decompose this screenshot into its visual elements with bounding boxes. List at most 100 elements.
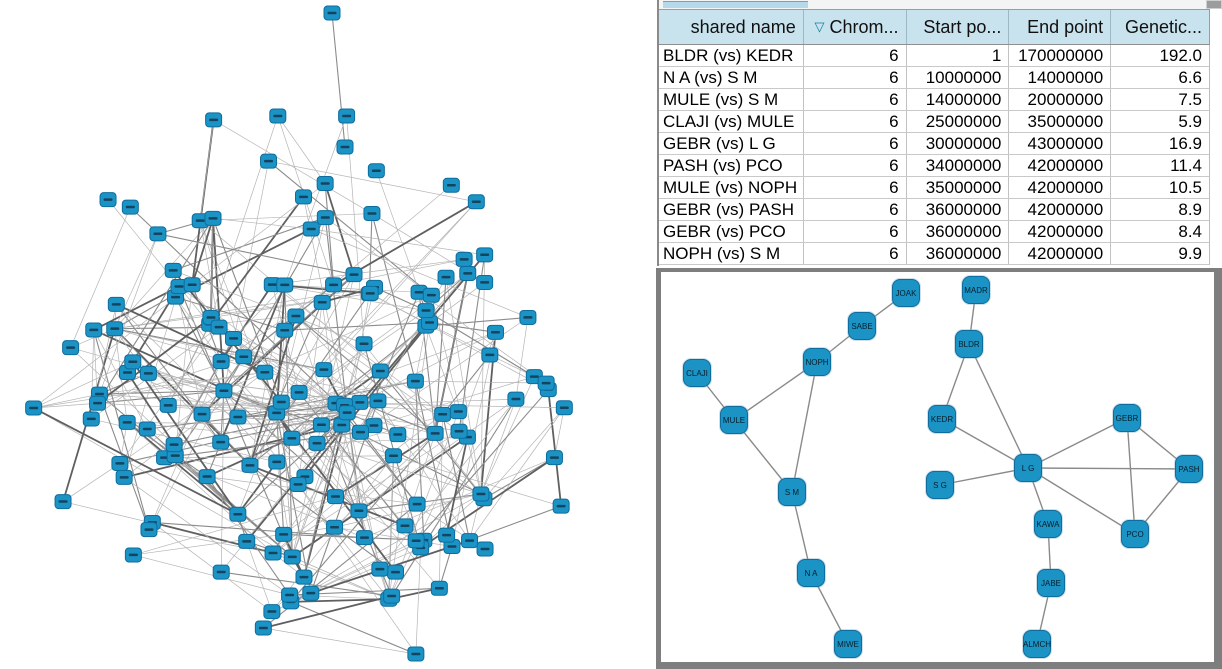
network-node[interactable]	[225, 330, 243, 346]
network-node-gebr[interactable]: GEBR	[1113, 404, 1141, 432]
network-node[interactable]	[406, 373, 424, 389]
network-node[interactable]	[302, 221, 320, 237]
horizontal-scrollbar-thumb[interactable]	[663, 1, 808, 8]
network-node-almch[interactable]: ALMCH	[1023, 630, 1051, 658]
large-network-canvas[interactable]	[0, 0, 655, 669]
network-node[interactable]	[371, 363, 389, 379]
network-node[interactable]	[352, 424, 370, 440]
table-cell[interactable]: N A (vs) S M	[659, 67, 804, 88]
table-cell[interactable]: 42000000	[1009, 155, 1112, 176]
network-node-kawa[interactable]: KAWA	[1034, 510, 1062, 538]
network-node[interactable]	[555, 400, 573, 416]
scrollbar-corner[interactable]	[1206, 0, 1222, 9]
network-node[interactable]	[165, 437, 183, 453]
table-cell[interactable]: 16.9	[1168, 134, 1202, 153]
table-cell[interactable]: 6	[804, 221, 907, 242]
network-edge-bldr-l-g[interactable]	[968, 343, 1029, 469]
table-cell[interactable]: 6	[804, 243, 907, 264]
network-node[interactable]	[552, 498, 570, 514]
network-node[interactable]	[323, 5, 341, 21]
network-node[interactable]	[519, 309, 537, 325]
network-node[interactable]	[325, 277, 343, 293]
table-cell[interactable]: 30000000	[907, 133, 1010, 154]
table-row[interactable]: GEBR (vs) L G 6 30000000 43000000 16.9	[659, 133, 1210, 155]
table-cell[interactable]: 42000000	[1009, 221, 1112, 242]
table-cell[interactable]: CLAJI (vs) MULE	[659, 111, 804, 132]
network-node[interactable]	[139, 365, 157, 381]
network-node[interactable]	[459, 265, 477, 281]
network-node[interactable]	[438, 527, 456, 543]
table-cell[interactable]: 42000000	[1009, 243, 1112, 264]
network-node-bldr[interactable]: BLDR	[955, 330, 983, 358]
table-cell[interactable]: 43000000	[1009, 133, 1112, 154]
network-node[interactable]	[198, 469, 216, 485]
table-cell[interactable]: 5.9	[1178, 112, 1202, 131]
network-node[interactable]	[408, 496, 426, 512]
network-node[interactable]	[369, 393, 387, 409]
network-node[interactable]	[269, 108, 287, 124]
network-node[interactable]	[215, 383, 233, 399]
network-edge-l-g-pash[interactable]	[1027, 467, 1190, 470]
network-node[interactable]	[383, 588, 401, 604]
network-node[interactable]	[312, 417, 330, 433]
table-cell[interactable]: MULE (vs) NOPH	[659, 177, 804, 198]
table-cell[interactable]: 170000000	[1009, 45, 1112, 66]
network-node[interactable]	[442, 177, 460, 193]
table-cell[interactable]: 6	[804, 111, 907, 132]
network-node[interactable]	[507, 391, 525, 407]
network-node[interactable]	[361, 285, 379, 301]
network-node-claji[interactable]: CLAJI	[683, 359, 711, 387]
network-node[interactable]	[212, 434, 230, 450]
network-node[interactable]	[263, 604, 281, 620]
table-cell[interactable]: GEBR (vs) L G	[659, 133, 804, 154]
table-cell[interactable]: 10000000	[907, 67, 1010, 88]
table-cell[interactable]: GEBR (vs) PASH	[659, 199, 804, 220]
network-node[interactable]	[455, 251, 473, 267]
network-node[interactable]	[476, 274, 494, 290]
network-node[interactable]	[82, 411, 100, 427]
network-node[interactable]	[537, 375, 555, 391]
table-cell[interactable]: 6	[804, 45, 907, 66]
table-row[interactable]: MULE (vs) S M 6 14000000 20000000 7.5	[659, 89, 1210, 111]
table-cell[interactable]: 34000000	[907, 155, 1010, 176]
network-node[interactable]	[422, 287, 440, 303]
table-cell[interactable]: 42000000	[1009, 199, 1112, 220]
network-node[interactable]	[367, 163, 385, 179]
table-row[interactable]: BLDR (vs) KEDR 6 1 170000000 192.0	[659, 45, 1210, 67]
network-node[interactable]	[264, 545, 282, 561]
column-header-start-po[interactable]: Start po...	[907, 10, 1010, 44]
network-edge-l-g-pco[interactable]	[1027, 467, 1136, 535]
network-node[interactable]	[276, 322, 294, 338]
network-node[interactable]	[434, 406, 452, 422]
network-node[interactable]	[290, 384, 308, 400]
network-node[interactable]	[212, 353, 230, 369]
network-node-s-m[interactable]: S M	[778, 478, 806, 506]
network-node-noph[interactable]: NOPH	[803, 348, 831, 376]
network-node[interactable]	[210, 319, 228, 335]
network-node[interactable]	[254, 620, 272, 636]
network-node[interactable]	[281, 587, 299, 603]
table-row[interactable]: NOPH (vs) S M 6 36000000 42000000 9.9	[659, 243, 1210, 265]
table-cell[interactable]: 35000000	[907, 177, 1010, 198]
network-node[interactable]	[275, 526, 293, 542]
network-node[interactable]	[450, 423, 468, 439]
network-node[interactable]	[295, 569, 313, 585]
network-node[interactable]	[308, 435, 326, 451]
network-node[interactable]	[295, 189, 313, 205]
network-node[interactable]	[140, 522, 158, 538]
network-node[interactable]	[327, 489, 345, 505]
network-node-sabe[interactable]: SABE	[848, 312, 876, 340]
network-node[interactable]	[193, 406, 211, 422]
network-node[interactable]	[106, 321, 124, 337]
table-cell[interactable]: 36000000	[907, 221, 1010, 242]
table-cell[interactable]: MULE (vs) S M	[659, 89, 804, 110]
network-node[interactable]	[313, 294, 331, 310]
column-header-chrom[interactable]: ▽ Chrom...	[804, 10, 907, 44]
table-cell[interactable]: 35000000	[1009, 111, 1112, 132]
network-node[interactable]	[387, 564, 405, 580]
network-edge-gebr-pco[interactable]	[1126, 417, 1136, 535]
network-node[interactable]	[62, 340, 80, 356]
network-node[interactable]	[276, 277, 294, 293]
network-edge-l-g-gebr[interactable]	[1027, 417, 1128, 469]
network-node[interactable]	[316, 176, 334, 192]
